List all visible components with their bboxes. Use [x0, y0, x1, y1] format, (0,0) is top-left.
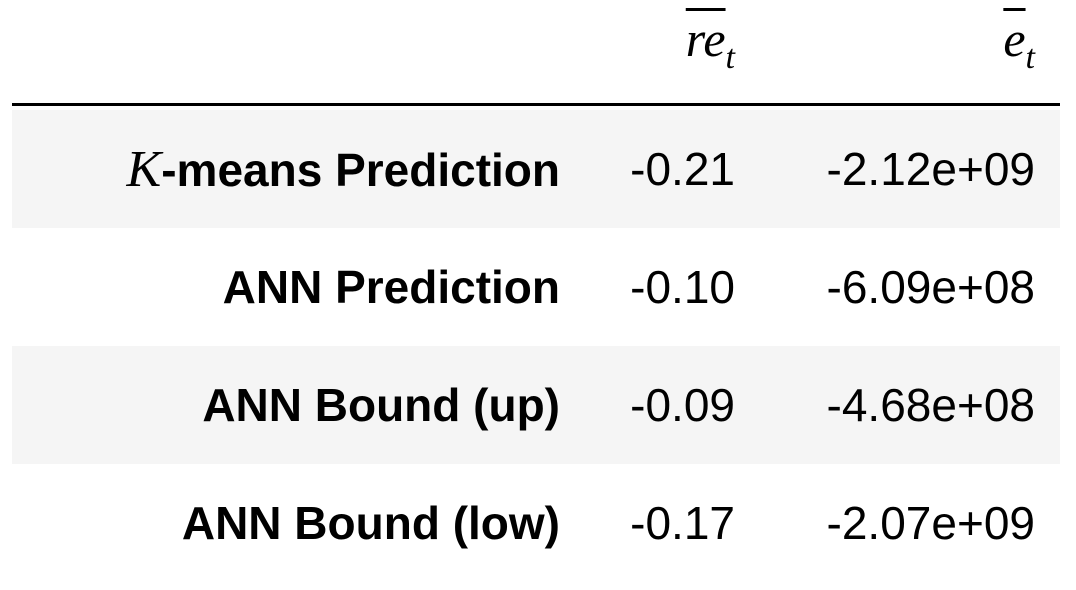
label-text: ANN Bound (low): [181, 497, 560, 549]
label-text: -means Prediction: [161, 143, 560, 196]
table-row: ANN Prediction -0.10 -6.09e+08: [12, 228, 1060, 346]
value-cell: -0.21: [630, 143, 735, 195]
value-cell: -2.12e+09: [826, 143, 1035, 195]
row-label: ANN Bound (low): [12, 496, 560, 550]
math-symbol: K: [126, 140, 162, 198]
header-sub: t: [1025, 39, 1035, 76]
row-label: ANN Bound (up): [12, 378, 560, 432]
header-base: re: [685, 11, 726, 67]
header-row: ret et: [12, 0, 1060, 106]
row-label: K-means Prediction: [12, 140, 560, 199]
label-text: ANN Bound (up): [202, 379, 560, 431]
header-cell: ret: [560, 10, 735, 103]
value-cell: -0.09: [630, 379, 735, 431]
table-row: ANN Bound (low) -0.17 -2.07e+09: [12, 464, 1060, 582]
value-cell: -2.07e+09: [826, 497, 1035, 549]
table: ret et K-means Prediction -0.21 -2.12e+09 A…: [12, 0, 1060, 582]
value-cell: -0.10: [630, 261, 735, 313]
header-sub: t: [725, 39, 735, 76]
value-cell: -0.17: [630, 497, 735, 549]
value-cell: -6.09e+08: [826, 261, 1035, 313]
value-cell: -4.68e+08: [826, 379, 1035, 431]
header-cell: [12, 77, 560, 103]
row-label: ANN Prediction: [12, 260, 560, 314]
table-row: K-means Prediction -0.21 -2.12e+09: [12, 110, 1060, 228]
header-cell: et: [735, 10, 1035, 103]
table-row: ANN Bound (up) -0.09 -4.68e+08: [12, 346, 1060, 464]
label-text: ANN Prediction: [222, 261, 560, 313]
header-base: e: [1003, 11, 1026, 67]
